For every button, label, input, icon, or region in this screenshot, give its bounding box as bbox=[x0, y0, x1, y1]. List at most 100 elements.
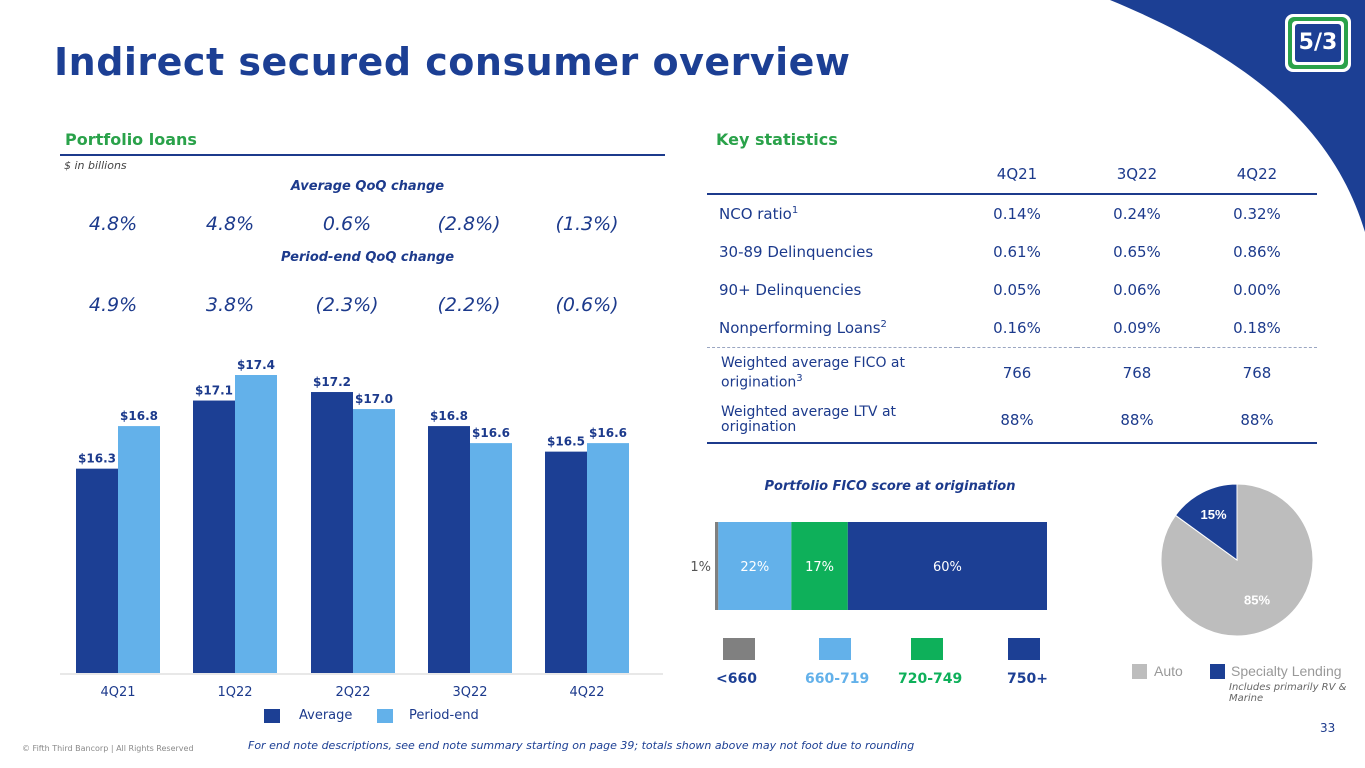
table-row: Weighted average FICO at origination3 76… bbox=[707, 347, 1317, 398]
pie-legend-specialty-swatch bbox=[1210, 664, 1225, 679]
header-blank bbox=[707, 155, 958, 195]
pe-qoq-value: 3.8% bbox=[205, 294, 255, 316]
cell: 0.32% bbox=[1233, 205, 1281, 223]
bar-data-label: $16.8 bbox=[120, 409, 158, 423]
legend-period-end-swatch bbox=[377, 709, 393, 723]
table-row: 30-89 Delinquencies 0.61% 0.65% 0.86% bbox=[707, 233, 1317, 271]
row-label: 90+ Delinquencies bbox=[719, 281, 862, 299]
bar-data-label: $16.8 bbox=[430, 409, 468, 423]
cell: 768 bbox=[1196, 347, 1317, 398]
bar-average bbox=[193, 400, 235, 673]
x-tick-label: 1Q22 bbox=[217, 685, 252, 700]
row-label: Weighted average LTV at origination bbox=[707, 398, 958, 444]
pie-legend-note: Includes primarily RV & Marine bbox=[1229, 682, 1347, 704]
page-title: Indirect secured consumer overview bbox=[54, 40, 851, 84]
header-4q22: 4Q22 bbox=[1196, 155, 1317, 195]
cell: 0.16% bbox=[993, 319, 1041, 337]
fico-chart: 1% 22% 17% 60% bbox=[690, 522, 1047, 610]
fico-legend-label: 720-749 bbox=[898, 671, 963, 687]
table-header-row: 4Q21 3Q22 4Q22 bbox=[707, 155, 1317, 195]
portfolio-loans-rule bbox=[60, 154, 665, 156]
table-row: Nonperforming Loans2 0.16% 0.09% 0.18% bbox=[707, 309, 1317, 348]
avg-qoq-value: 0.6% bbox=[322, 213, 372, 235]
pie-slice-label: 85% bbox=[1244, 592, 1270, 607]
cell: 0.86% bbox=[1233, 243, 1281, 261]
cell: 0.00% bbox=[1233, 281, 1281, 299]
pe-qoq-value: (2.2%) bbox=[437, 294, 501, 316]
cell: 88% bbox=[957, 398, 1077, 444]
table-row: NCO ratio1 0.14% 0.24% 0.32% bbox=[707, 194, 1317, 233]
x-tick-label: 3Q22 bbox=[452, 685, 487, 700]
fico-segment-label: 22% bbox=[740, 560, 769, 575]
unit-note: $ in billions bbox=[64, 159, 127, 172]
fico-segment bbox=[847, 522, 1047, 610]
avg-qoq-value: (1.3%) bbox=[555, 213, 619, 235]
bar-data-label: $17.2 bbox=[313, 375, 351, 389]
pe-qoq-value: (0.6%) bbox=[555, 294, 619, 316]
pie-slice-specialty bbox=[1174, 483, 1238, 561]
bar-data-label: $17.4 bbox=[237, 358, 275, 372]
fifth-third-logo: 5/3 bbox=[1285, 14, 1351, 72]
legend-average-swatch bbox=[264, 709, 280, 723]
header-3q22: 3Q22 bbox=[1077, 155, 1197, 195]
fico-legend-swatch-660-719 bbox=[819, 638, 851, 660]
bar-data-label: $16.6 bbox=[589, 426, 627, 440]
bar-period-end bbox=[587, 443, 629, 673]
bar-period-end bbox=[118, 426, 160, 673]
bar-average bbox=[428, 426, 470, 673]
bar-data-label: $17.1 bbox=[195, 384, 233, 398]
bar-data-label: $16.3 bbox=[78, 452, 116, 466]
portfolio-loans-title: Portfolio loans bbox=[65, 130, 197, 149]
key-statistics-table: 4Q21 3Q22 4Q22 NCO ratio1 0.14% 0.24% 0.… bbox=[707, 155, 1317, 444]
cell: 766 bbox=[957, 347, 1077, 398]
fico-segment bbox=[791, 522, 848, 610]
row-label: Weighted average FICO at origination3 bbox=[707, 347, 958, 398]
cell: 0.65% bbox=[1113, 243, 1161, 261]
pie-legend-auto-swatch bbox=[1132, 664, 1147, 679]
cell: 768 bbox=[1077, 347, 1197, 398]
pie-slice-label: 15% bbox=[1201, 507, 1227, 522]
cell: 0.14% bbox=[993, 205, 1041, 223]
header-4q21: 4Q21 bbox=[957, 155, 1077, 195]
row-label: 30-89 Delinquencies bbox=[719, 243, 874, 261]
avg-qoq-value: (2.8%) bbox=[437, 213, 501, 235]
table-row: Weighted average LTV at origination 88% … bbox=[707, 398, 1317, 444]
x-tick-label: 2Q22 bbox=[335, 685, 370, 700]
table-row: 90+ Delinquencies 0.05% 0.06% 0.00% bbox=[707, 271, 1317, 309]
page-number: 33 bbox=[1320, 721, 1336, 735]
cell: 0.09% bbox=[1113, 319, 1161, 337]
fico-legend-swatch-720-749 bbox=[911, 638, 943, 660]
fico-legend-swatch-750plus bbox=[1008, 638, 1040, 660]
fico-legend-label: 750+ bbox=[1007, 671, 1048, 687]
cell: 0.61% bbox=[993, 243, 1041, 261]
cell: 0.18% bbox=[1233, 319, 1281, 337]
x-tick-label: 4Q22 bbox=[569, 685, 604, 700]
bar-period-end bbox=[235, 375, 277, 673]
fico-title: Portfolio FICO score at origination bbox=[764, 479, 1016, 494]
bar-period-end bbox=[470, 443, 512, 673]
pie-legend-specialty-label: Specialty Lending bbox=[1231, 663, 1342, 679]
pe-qoq-title: Period-end QoQ change bbox=[280, 250, 455, 265]
row-label: Nonperforming Loans2 bbox=[719, 319, 887, 337]
bar-data-label: $17.0 bbox=[355, 392, 393, 406]
legend-period-end-label: Period-end bbox=[409, 708, 479, 723]
pie-legend-auto-label: Auto bbox=[1154, 663, 1183, 679]
fico-segment bbox=[715, 522, 719, 610]
bar-average bbox=[545, 451, 587, 673]
avg-qoq-value: 4.8% bbox=[88, 213, 138, 235]
pe-qoq-value: (2.3%) bbox=[315, 294, 379, 316]
bar-average bbox=[311, 392, 353, 673]
fico-legend-swatch-lt660 bbox=[723, 638, 755, 660]
bar-average bbox=[76, 468, 118, 673]
fico-segment-label: 17% bbox=[805, 560, 834, 575]
footnote: For end note descriptions, see end note … bbox=[248, 739, 915, 752]
cell: 88% bbox=[1077, 398, 1197, 444]
cell: 0.05% bbox=[993, 281, 1041, 299]
x-tick-label: 4Q21 bbox=[100, 685, 135, 700]
fico-segment bbox=[718, 522, 792, 610]
bar-data-label: $16.6 bbox=[472, 426, 510, 440]
cell: 0.06% bbox=[1113, 281, 1161, 299]
portfolio-loans-chart: $16.3 $16.8 4Q21 $17.1 $17.4 1Q22 $17.2 $17.0 2Q… bbox=[60, 358, 663, 700]
key-statistics-title: Key statistics bbox=[716, 130, 838, 149]
avg-qoq-value: 4.8% bbox=[205, 213, 255, 235]
